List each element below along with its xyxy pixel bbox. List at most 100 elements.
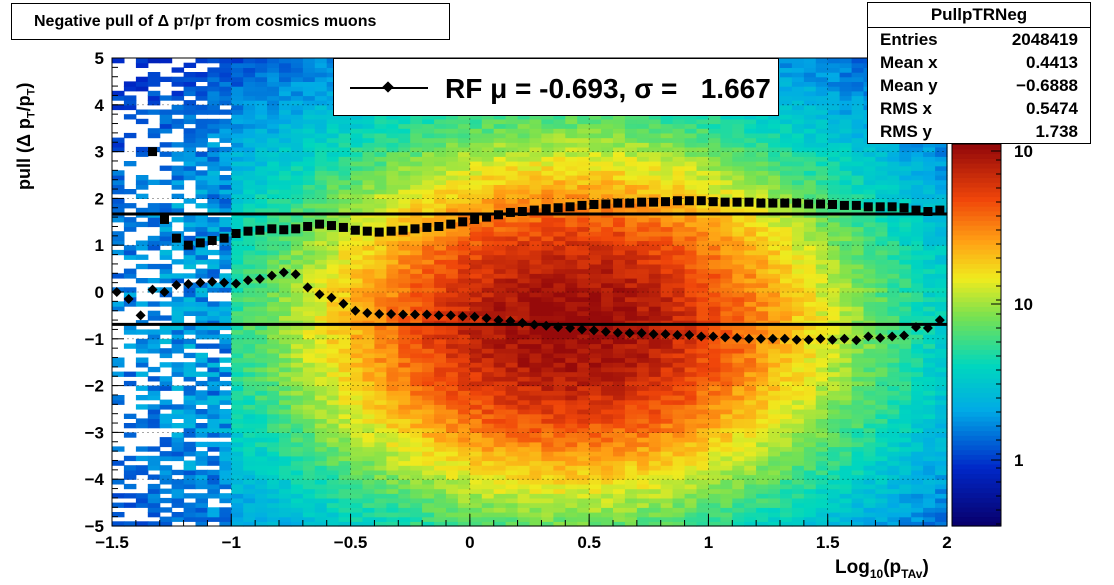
heatmap-cell [660, 184, 674, 190]
heatmap-cell [231, 151, 244, 157]
heatmap-cell [410, 207, 423, 214]
heatmap-cell [410, 189, 423, 195]
heatmap-cell [553, 320, 566, 326]
heatmap-cell [744, 137, 757, 143]
heatmap-cell [350, 497, 364, 504]
heatmap-cell [159, 488, 173, 494]
heatmap-cell [672, 296, 686, 302]
heatmap-cell [577, 497, 590, 504]
heatmap-cell [624, 451, 638, 457]
heatmap-cell [613, 128, 626, 134]
heatmap-cell [517, 301, 531, 307]
heatmap-cell [207, 268, 220, 274]
heatmap-cell [302, 100, 316, 106]
heatmap-cell [326, 175, 340, 181]
heatmap-cell [434, 170, 447, 176]
heatmap-cell [183, 151, 197, 157]
heatmap-cell [481, 512, 495, 518]
heatmap-cell [469, 497, 483, 504]
heatmap-cell [672, 413, 686, 419]
heatmap-cell [493, 395, 507, 401]
heatmap-cell [398, 217, 411, 223]
heatmap-cell [672, 324, 686, 331]
heatmap-cell [362, 348, 375, 354]
heatmap-cell [231, 273, 244, 279]
heatmap-cell [481, 198, 495, 204]
heatmap-cell [481, 193, 495, 199]
heatmap-cell [529, 142, 542, 148]
heatmap-cell [434, 507, 447, 513]
heatmap-cell [577, 483, 590, 490]
heatmap-cell [362, 254, 375, 260]
heatmap-cell [362, 296, 375, 302]
heatmap-cell [207, 315, 220, 321]
heatmap-cell [159, 423, 173, 429]
heatmap-cell [434, 329, 447, 335]
heatmap-cell [147, 366, 161, 373]
heatmap-cell [410, 165, 423, 171]
heatmap-cell [231, 418, 244, 424]
heatmap-cell [255, 455, 268, 462]
heatmap-cell [135, 343, 149, 349]
heatmap-cell [720, 357, 733, 363]
heatmap-cell [613, 151, 626, 157]
heatmap-cell [660, 165, 674, 171]
heatmap-cell [624, 404, 638, 410]
heatmap-cell [541, 465, 554, 471]
heatmap-cell [457, 334, 471, 340]
heatmap-cell [708, 371, 721, 377]
heatmap-cell [446, 427, 459, 433]
heatmap-cell [457, 235, 471, 242]
heatmap-cell [112, 58, 125, 64]
heatmap-cell [302, 507, 316, 513]
heatmap-cell [290, 142, 304, 148]
heatmap-cell [613, 366, 626, 373]
heatmap-cell [374, 217, 387, 223]
heatmap-cell [505, 376, 519, 382]
heatmap-cell [541, 348, 554, 354]
heatmap-cell [219, 137, 232, 143]
heatmap-cell [493, 479, 507, 485]
heatmap-cell [255, 446, 268, 452]
heatmap-cell [195, 409, 208, 415]
heatmap-cell [457, 338, 471, 345]
heatmap-cell [553, 427, 566, 433]
heatmap-cell [457, 249, 471, 256]
heatmap-cell [648, 409, 662, 415]
heatmap-cell [696, 343, 709, 349]
heatmap-cell [290, 282, 304, 288]
heatmap-cell [732, 409, 745, 415]
heatmap-cell [159, 437, 173, 443]
heatmap-cell [553, 437, 566, 443]
heatmap-cell [744, 348, 757, 354]
heatmap-cell [672, 132, 686, 139]
heatmap-cell [350, 249, 364, 256]
heatmap-cell [541, 268, 554, 274]
heatmap-cell [577, 226, 590, 232]
heatmap-cell [517, 231, 531, 237]
heatmap-cell [243, 446, 256, 452]
heatmap-cell [613, 502, 626, 508]
heatmap-cell [446, 226, 459, 232]
heatmap-cell [302, 409, 316, 415]
heatmap-cell [624, 263, 638, 270]
heatmap-cell [660, 123, 674, 129]
heatmap-cell [207, 207, 220, 214]
heatmap-cell [314, 474, 328, 480]
heatmap-cell [577, 357, 590, 363]
heatmap-cell [314, 395, 328, 401]
heatmap-cell [231, 427, 244, 433]
heatmap-cell [469, 418, 483, 424]
heatmap-cell [183, 226, 197, 232]
heatmap-cell [374, 184, 387, 190]
heatmap-cell [648, 118, 662, 125]
heatmap-cell [624, 301, 638, 307]
heatmap-cell [589, 320, 602, 326]
heatmap-cell [267, 292, 280, 298]
heatmap-cell [326, 493, 340, 499]
heatmap-cell [338, 483, 352, 490]
heatmap-cell [446, 474, 459, 480]
heatmap-cell [374, 273, 387, 279]
heatmap-cell [660, 441, 674, 448]
heatmap-cell [314, 282, 328, 288]
